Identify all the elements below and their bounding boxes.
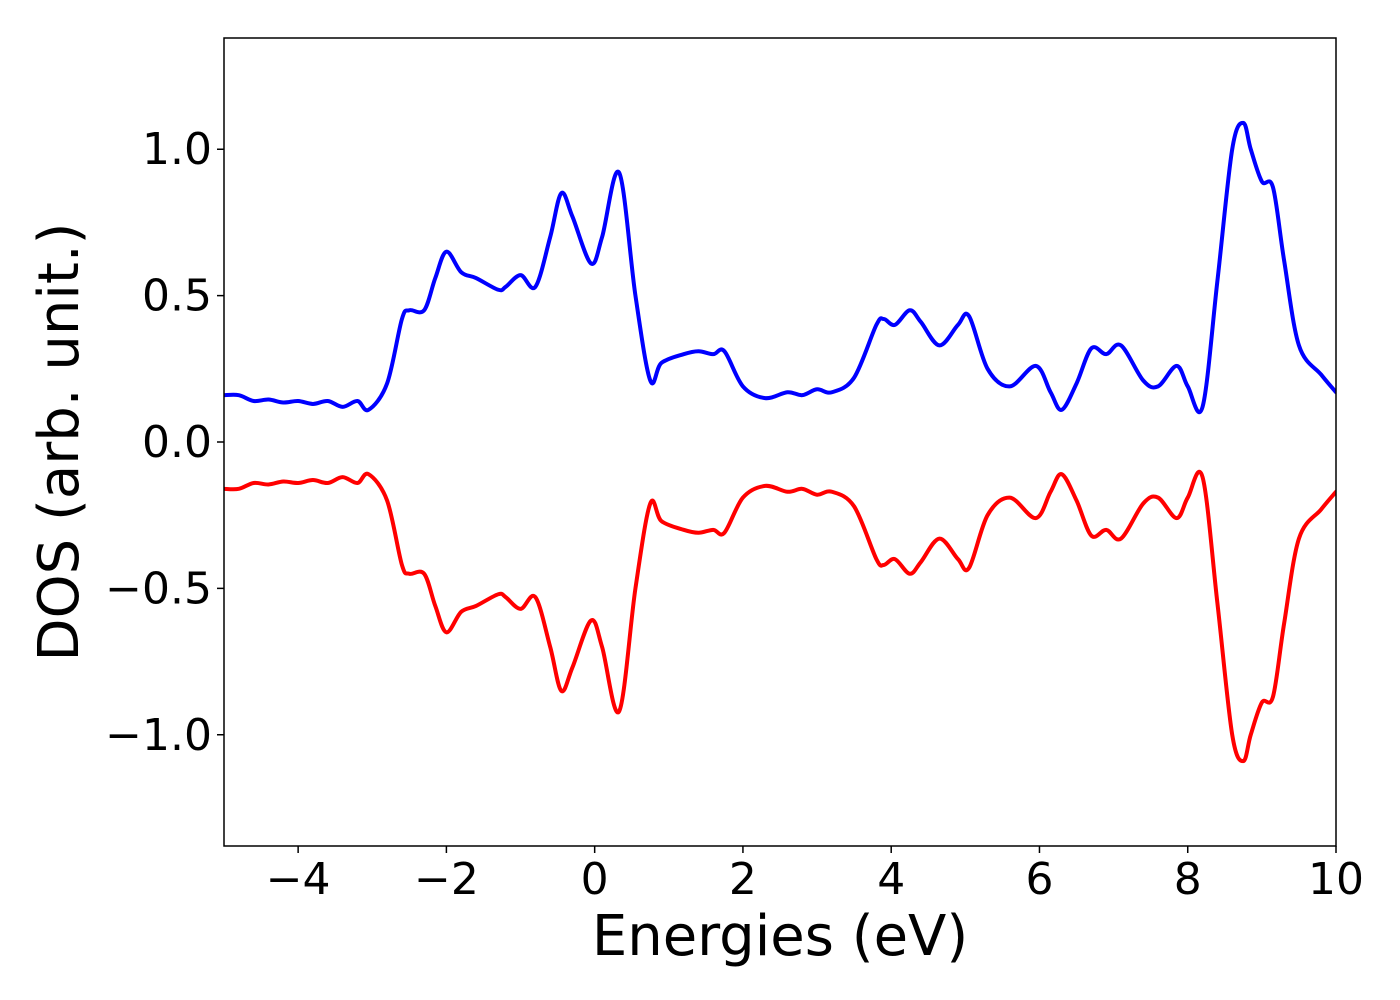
- y-axis-label: DOS (arb. unit.): [27, 222, 92, 661]
- y-axis: 1.0 0.5 0.0 −0.5 −1.0: [105, 124, 224, 761]
- x-tick-label: 4: [877, 854, 905, 905]
- x-tick-label: 6: [1025, 854, 1053, 905]
- x-axis: −4 −2 0 2 4 6 8 10: [266, 846, 1364, 905]
- x-tick-label: −2: [414, 854, 479, 905]
- series-layer: [224, 120, 1336, 764]
- y-tick-label: −0.5: [105, 563, 212, 614]
- y-tick-label: −1.0: [105, 710, 212, 761]
- y-tick-label: 0.5: [142, 271, 212, 322]
- x-axis-label: Energies (eV): [592, 904, 968, 969]
- x-tick-label: −4: [266, 854, 331, 905]
- x-tick-label: 2: [729, 854, 757, 905]
- series-line-blue: [224, 120, 1336, 415]
- x-tick-label: 8: [1174, 854, 1202, 905]
- x-tick-label: 0: [581, 854, 609, 905]
- y-tick-label: 0.0: [142, 417, 212, 468]
- plot-background: [224, 38, 1336, 846]
- y-tick-label: 1.0: [142, 124, 212, 175]
- series-line-red: [224, 469, 1336, 764]
- x-tick-label: 10: [1308, 854, 1364, 905]
